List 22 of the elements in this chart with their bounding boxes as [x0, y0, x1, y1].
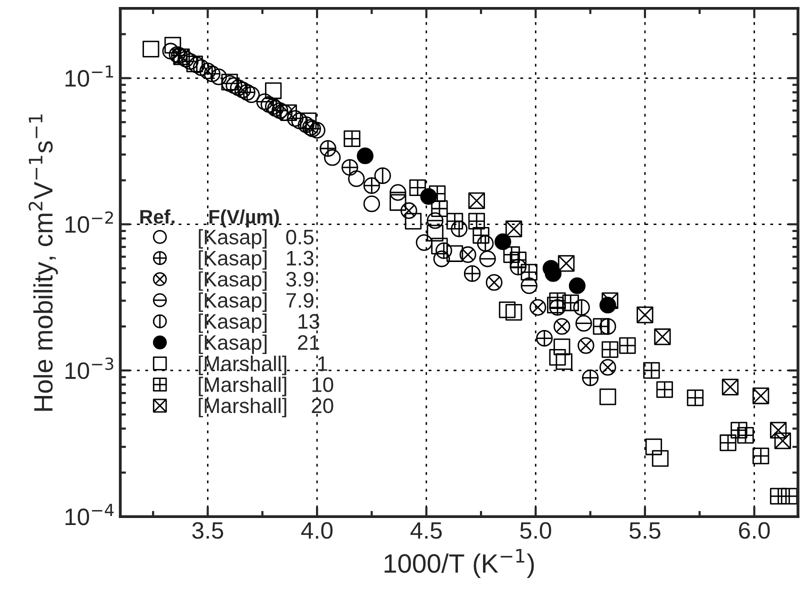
x-tick-label: 3.5	[192, 522, 224, 539]
legend-label: [Kasap] 13	[198, 314, 320, 333]
x-tick-label: 5.5	[630, 522, 660, 539]
legend-label: [Marshall] 10	[198, 376, 334, 396]
legend-label: [Kasap] 21	[198, 334, 320, 354]
legend-label: [Marshall] 1	[198, 356, 328, 376]
legend-label: [Kasap] 0.5	[198, 229, 314, 249]
x-tick-label: 6.0	[739, 522, 770, 539]
x-axis-title: 1000/T (K$^{−1}$)	[384, 549, 534, 578]
x-tick-label: 5.0	[520, 522, 552, 539]
y-tick-label: 10$^{−3}$	[66, 358, 114, 380]
y-tick-label: 10$^{−2}$	[66, 211, 113, 233]
legend-title: Ref. F(V/µm)	[140, 209, 279, 228]
legend-label: [Kasap] 7.9	[198, 292, 314, 312]
y-tick-label: 10$^{−4}$	[66, 504, 114, 526]
x-tick-label: 4.0	[301, 522, 333, 539]
legend-label: [Kasap] 3.9	[198, 271, 314, 291]
y-tick-label: 10$^{−1}$	[66, 65, 114, 87]
legend-label: [Kasap] 1.3	[198, 250, 314, 270]
x-tick-label: 4.5	[410, 522, 442, 539]
y-axis-title: Hole mobility, cm$^{2}$V$^{−1}$s$^{−1}$	[28, 114, 58, 411]
legend-label: [Marshall] 20	[198, 398, 334, 418]
